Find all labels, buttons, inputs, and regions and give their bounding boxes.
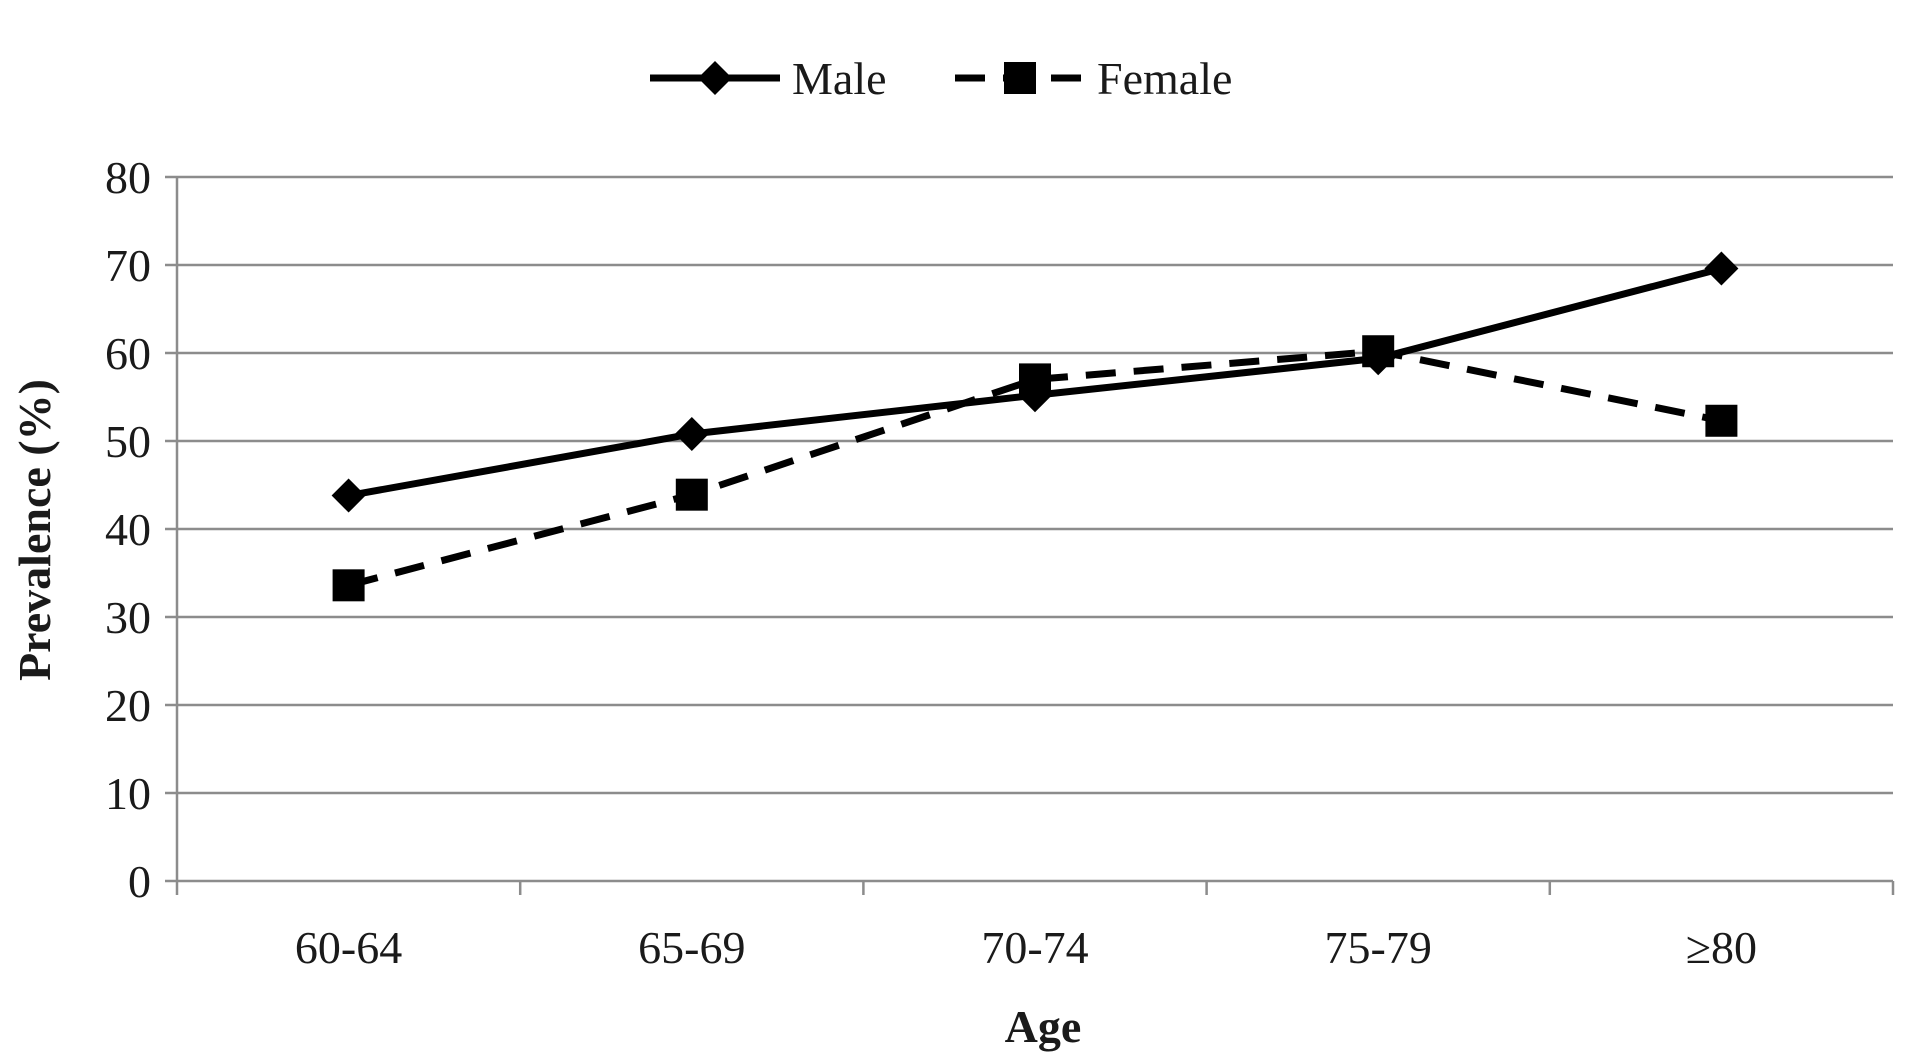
data-point-male <box>1704 251 1739 286</box>
axes: 0 10 20 30 40 50 60 70 80 60-64 65-69 70-74 75-79 ≥80 <box>105 152 1895 973</box>
y-tick-label: 50 <box>105 416 151 467</box>
y-tick-label: 40 <box>105 504 151 555</box>
legend-item-female: Female <box>955 53 1232 104</box>
legend-label-male: Male <box>792 53 887 104</box>
x-tick-label: 60-64 <box>295 922 402 973</box>
series-male <box>331 251 1739 513</box>
series-line-female <box>347 347 1723 589</box>
legend-marker-male <box>698 61 732 95</box>
y-axis-title: Prevalence (%) <box>9 379 60 681</box>
x-tick-label: 65-69 <box>638 922 745 973</box>
y-tick-label: 0 <box>128 856 151 907</box>
data-point-male <box>331 478 366 513</box>
data-point-male <box>1018 378 1052 413</box>
x-axis-title: Age <box>1005 1001 1082 1052</box>
x-tick-label: ≥80 <box>1686 922 1757 973</box>
series-female <box>332 335 1738 602</box>
y-tick-label: 30 <box>105 592 151 643</box>
series-layer <box>331 251 1739 602</box>
data-point-male <box>1361 341 1396 376</box>
data-point-female <box>332 569 365 602</box>
x-tick-label: 75-79 <box>1325 922 1432 973</box>
y-tick-label: 70 <box>105 240 151 291</box>
legend-item-male: Male <box>650 53 887 104</box>
y-tick-label: 80 <box>105 152 151 203</box>
data-point-male <box>674 416 709 451</box>
gridlines <box>177 175 1893 795</box>
legend-label-female: Female <box>1097 53 1232 104</box>
data-point-female <box>1705 404 1738 437</box>
data-point-female <box>675 478 708 511</box>
x-tick-label: 70-74 <box>981 922 1088 973</box>
y-tick-label: 60 <box>105 328 151 379</box>
y-tick-label: 10 <box>105 768 151 819</box>
y-tick-label: 20 <box>105 680 151 731</box>
legend: Male Female <box>650 53 1232 104</box>
legend-marker-female <box>1004 62 1036 94</box>
